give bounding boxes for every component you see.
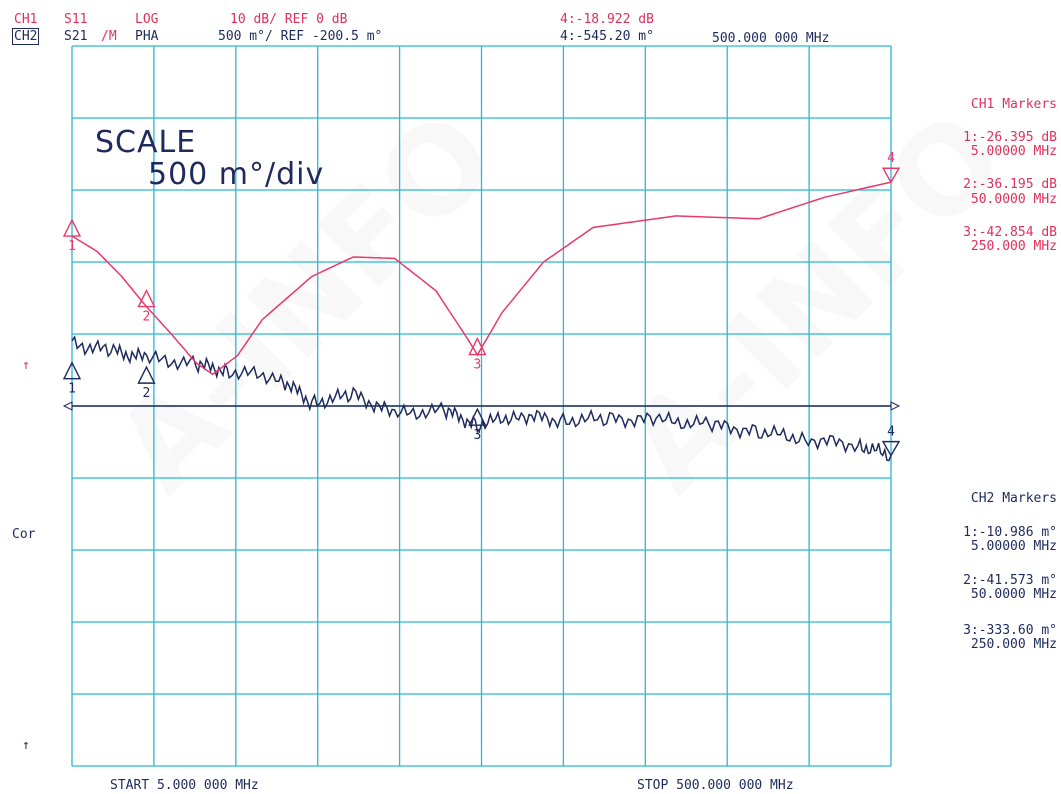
marker-2-triangle [137,289,156,308]
ch1-format: LOG [135,12,159,27]
ch2-phase-trace-layer: 1 2 3 4 [62,335,901,462]
ch1-marker-3-value: 3:-42.854 dB [963,225,1057,240]
ch2-marker-3-freq: 250.000 MHz [970,637,1057,652]
correction-indicator: Cor [12,527,36,542]
marker-4-label: 4 [887,151,895,166]
marker-3-triangle [468,407,487,426]
ch1-trace-line [71,181,892,376]
marker-1-triangle [62,361,82,380]
ch1-marker-2-value: 2:-36.195 dB [963,177,1057,192]
marker-1-label: 1 [68,382,76,397]
marker-1-triangle [62,218,82,237]
ch2-trace-line [71,335,892,462]
ch1-reference-arrow: ↑ [22,358,30,373]
ch2-marker-1-value: 1:-10.986 m° [963,525,1057,540]
ch2-reference-arrow: ↑ [22,738,30,753]
marker-3-label: 3 [473,428,481,443]
ch1-markers-title: CH1 Markers [970,97,1057,112]
marker-1-label: 1 [68,239,76,254]
ch2-scale-ref: 500 m°/ REF -200.5 m° [218,29,383,44]
ch1-active-marker: 4:-18.922 dB [560,12,654,27]
marker-2-label: 2 [143,310,151,325]
scale-annotation-line2: 500 m°/div [148,157,325,192]
ch1-marker-3-freq: 250.000 MHz [970,239,1057,254]
marker-frequency: 500.000 000 MHz [712,31,830,46]
marker-4-triangle [881,167,901,184]
ch2-marker-2-freq: 50.0000 MHz [970,587,1057,602]
marker-3-label: 3 [473,358,481,373]
ch2-format: PHA [135,29,159,44]
ch2-parameter: S21 [64,29,88,44]
ch2-marker-1-freq: 5.00000 MHz [970,539,1057,554]
ch2-markers-title: CH2 Markers [970,491,1057,506]
start-frequency: START 5.000 000 MHz [110,778,259,793]
marker-4-label: 4 [887,425,895,440]
ch1-marker-2-freq: 50.0000 MHz [970,192,1057,207]
ch2-marker-2-value: 2:-41.573 m° [963,573,1057,588]
marker-3-triangle [468,336,487,356]
ch2-marker-3-value: 3:-333.60 m° [963,623,1057,638]
ch1-label[interactable]: CH1 [14,12,38,27]
ch1-scale-ref: 10 dB/ REF 0 dB [230,12,348,27]
marker-4-triangle [881,440,901,458]
marker-2-label: 2 [143,386,151,401]
ch2-memory-indicator: /M [101,29,117,44]
reference-right-arrow [890,401,901,411]
ch2-label[interactable]: CH2 [12,28,40,45]
reference-left-arrow [62,401,73,411]
ch1-marker-1-freq: 5.00000 MHz [970,144,1057,159]
ch1-marker-1-value: 1:-26.395 dB [963,130,1057,145]
marker-2-triangle [137,365,156,384]
ch1-logmag-trace-layer: 1 2 3 4 [62,151,901,376]
stop-frequency: STOP 500.000 000 MHz [637,778,794,793]
scale-annotation-line1: SCALE [95,125,197,160]
ch1-parameter: S11 [64,12,88,27]
ch2-active-marker: 4:-545.20 m° [560,29,654,44]
